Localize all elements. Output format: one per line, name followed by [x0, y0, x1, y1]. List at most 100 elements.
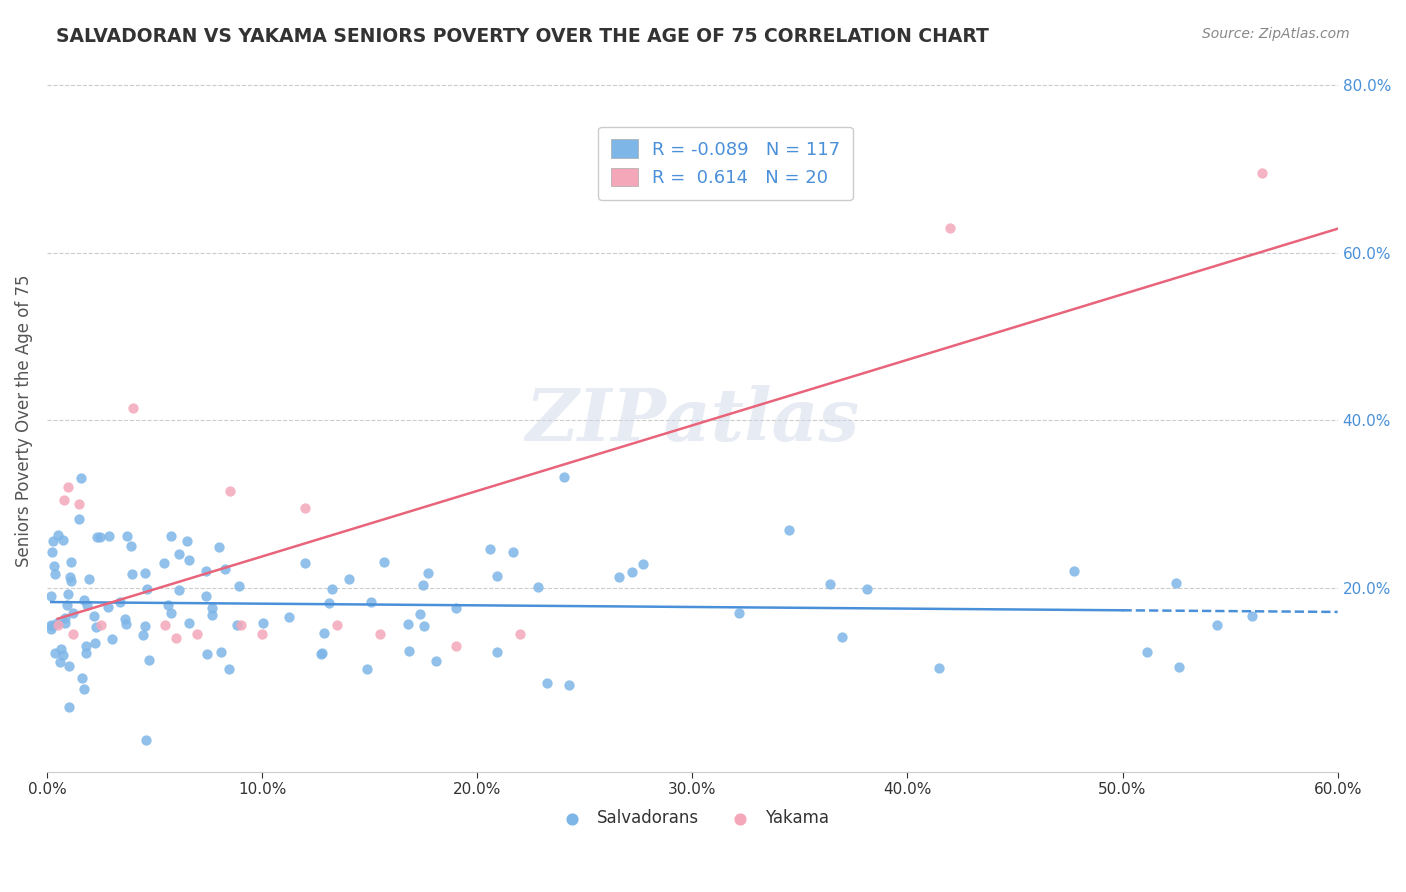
- Y-axis label: Seniors Poverty Over the Age of 75: Seniors Poverty Over the Age of 75: [15, 274, 32, 566]
- Point: [412, 578, 434, 592]
- Text: Source: ZipAtlas.com: Source: ZipAtlas.com: [1202, 27, 1350, 41]
- Point: [1063, 565, 1085, 579]
- Point: [58, 699, 80, 714]
- Point: [134, 566, 156, 580]
- Point: [209, 644, 232, 658]
- Point: [52, 648, 75, 662]
- Point: [41, 545, 63, 559]
- Point: [89, 530, 111, 544]
- Point: [321, 582, 343, 596]
- Point: [77, 572, 100, 586]
- Point: [58, 659, 80, 673]
- Point: [373, 555, 395, 569]
- Point: [225, 617, 247, 632]
- Point: [218, 662, 240, 676]
- Point: [778, 524, 800, 538]
- Point: [75, 639, 97, 653]
- Point: [337, 572, 360, 586]
- Point: [318, 596, 340, 610]
- Point: [165, 631, 187, 645]
- Point: [294, 501, 316, 516]
- Point: [135, 732, 157, 747]
- Point: [44, 646, 66, 660]
- Point: [83, 608, 105, 623]
- Point: [176, 533, 198, 548]
- Point: [370, 627, 392, 641]
- Point: [115, 528, 138, 542]
- Point: [218, 484, 240, 499]
- Point: [1166, 575, 1188, 590]
- Point: [152, 556, 174, 570]
- Point: [201, 600, 224, 615]
- Point: [45, 615, 67, 630]
- Point: [136, 582, 159, 597]
- Point: [39, 623, 62, 637]
- Point: [195, 589, 218, 603]
- Point: [558, 678, 581, 692]
- Point: [620, 565, 643, 579]
- Point: [214, 562, 236, 576]
- Point: [509, 627, 531, 641]
- Point: [416, 566, 439, 580]
- Point: [444, 640, 467, 654]
- Point: [62, 607, 84, 621]
- Point: [132, 628, 155, 642]
- Point: [446, 600, 468, 615]
- Point: [229, 618, 252, 632]
- Point: [157, 598, 180, 612]
- Point: [631, 557, 654, 571]
- Point: [486, 645, 509, 659]
- Point: [201, 607, 224, 622]
- Point: [928, 661, 950, 675]
- Point: [49, 642, 72, 657]
- Point: [46, 618, 69, 632]
- Point: [252, 616, 274, 631]
- Point: [134, 619, 156, 633]
- Point: [59, 574, 82, 588]
- Point: [53, 492, 76, 507]
- Point: [177, 615, 200, 630]
- Legend: Salvadorans, Yakama: Salvadorans, Yakama: [548, 803, 837, 834]
- Point: [44, 566, 66, 581]
- Point: [278, 610, 301, 624]
- Point: [41, 619, 63, 633]
- Point: [53, 611, 76, 625]
- Point: [831, 630, 853, 644]
- Point: [101, 632, 124, 646]
- Point: [1168, 660, 1191, 674]
- Point: [110, 595, 132, 609]
- Point: [818, 577, 841, 591]
- Point: [115, 617, 138, 632]
- Point: [97, 599, 120, 614]
- Point: [53, 616, 76, 631]
- Point: [356, 661, 378, 675]
- Point: [1241, 609, 1264, 624]
- Point: [194, 564, 217, 578]
- Point: [114, 612, 136, 626]
- Point: [1206, 617, 1229, 632]
- Point: [76, 598, 98, 612]
- Text: ZIPatlas: ZIPatlas: [526, 384, 859, 456]
- Point: [412, 619, 434, 633]
- Point: [160, 529, 183, 543]
- Point: [56, 599, 79, 613]
- Point: [138, 653, 160, 667]
- Point: [46, 528, 69, 542]
- Point: [167, 548, 190, 562]
- Text: SALVADORAN VS YAKAMA SENIORS POVERTY OVER THE AGE OF 75 CORRELATION CHART: SALVADORAN VS YAKAMA SENIORS POVERTY OVE…: [56, 27, 988, 45]
- Point: [98, 529, 121, 543]
- Point: [67, 497, 90, 511]
- Point: [72, 671, 94, 685]
- Point: [939, 220, 962, 235]
- Point: [73, 682, 96, 697]
- Point: [121, 566, 143, 581]
- Point: [309, 648, 332, 662]
- Point: [73, 593, 96, 607]
- Point: [39, 617, 62, 632]
- Point: [49, 655, 72, 669]
- Point: [155, 618, 177, 632]
- Point: [396, 616, 419, 631]
- Point: [855, 582, 877, 596]
- Point: [326, 618, 349, 632]
- Point: [250, 627, 273, 641]
